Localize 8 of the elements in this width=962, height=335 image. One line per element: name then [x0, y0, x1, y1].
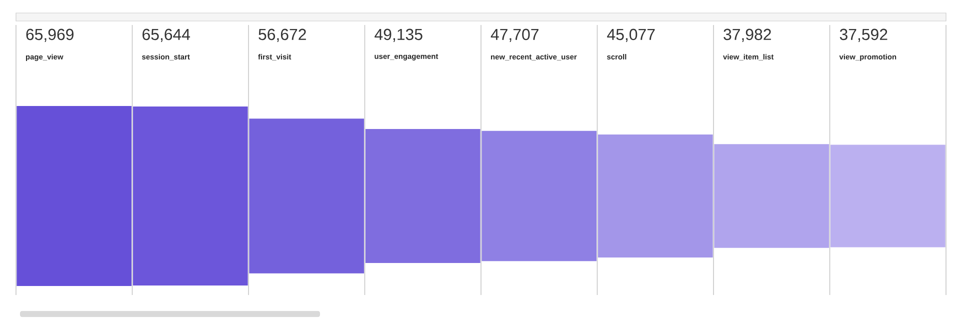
data-label: 56,672 [258, 28, 306, 42]
data-label: 65,644 [142, 28, 190, 42]
data-label: 49,135 [374, 28, 422, 42]
data-label: 65,969 [26, 28, 74, 42]
data-label: 37,592 [840, 28, 888, 42]
data-label: 37,982 [724, 28, 771, 42]
data-label: 45,077 [607, 28, 655, 42]
data-label: 47,707 [490, 28, 538, 42]
